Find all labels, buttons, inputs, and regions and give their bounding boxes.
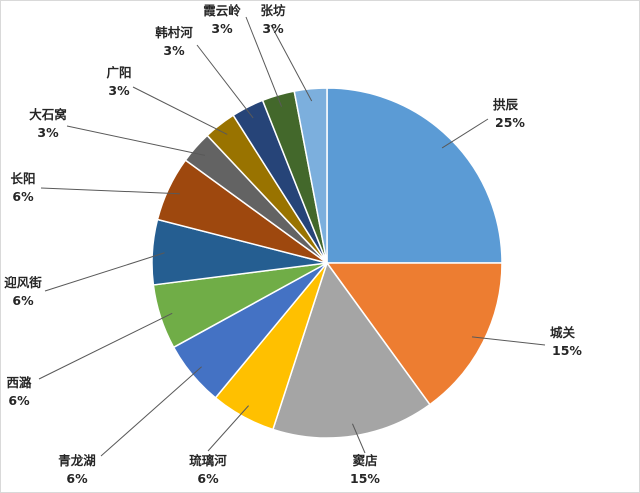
slice-label-percent: 3% (108, 83, 130, 98)
leader-line-2 (471, 336, 546, 346)
slice-label-percent: 6% (12, 189, 34, 204)
slice-label-name: 大石窝 (29, 107, 67, 122)
slice-label-percent: 15% (350, 471, 380, 486)
slice-label-name: 张坊 (260, 3, 286, 18)
slice-label-name: 霞云岭 (203, 3, 241, 18)
leader-line-9 (66, 125, 206, 156)
pie-slice-1 (326, 87, 503, 264)
slice-label-percent: 3% (262, 21, 284, 36)
slice-label-name: 窦店 (352, 453, 378, 468)
leader-line-4 (207, 405, 249, 452)
slice-label-name: 长阳 (10, 171, 35, 186)
slice-label-percent: 6% (66, 471, 88, 486)
slice-label-name: 琉璃河 (189, 453, 227, 468)
leader-line-3 (352, 423, 366, 454)
slice-label-percent: 3% (163, 43, 185, 58)
leader-line-10 (132, 86, 228, 135)
leader-line-12 (245, 16, 283, 107)
pie-slices (151, 87, 503, 439)
slice-label-name: 拱辰 (493, 97, 519, 112)
slice-label-percent: 6% (8, 393, 30, 408)
leader-line-7 (44, 252, 165, 292)
slice-label-name: 青龙湖 (58, 453, 96, 468)
pie-slice-13 (293, 87, 328, 264)
slice-label-percent: 15% (552, 343, 582, 358)
leader-lines (38, 16, 546, 457)
pie-slice-2 (325, 262, 503, 406)
slice-label-name: 韩村河 (155, 25, 193, 40)
slice-label-name: 城关 (550, 325, 576, 340)
slice-label-percent: 6% (197, 471, 219, 486)
leader-line-6 (38, 312, 173, 380)
slice-label-percent: 3% (211, 21, 233, 36)
slice-label-percent: 6% (12, 293, 34, 308)
pie-slice-3 (271, 261, 431, 439)
slice-labels: 拱辰 25% 城关 15% 窦店 15% 琉璃河 6% 青龙湖 6% 西潞 6% 迎风街 6% 长阳 6% 大石… (4, 3, 582, 486)
slice-label-name: 广阳 (106, 65, 131, 80)
leader-line-11 (196, 44, 254, 119)
slice-label-percent: 25% (495, 115, 525, 130)
leader-line-5 (100, 366, 202, 457)
slice-label-name: 迎风街 (4, 275, 42, 290)
leader-line-8 (40, 187, 180, 195)
slice-label-percent: 3% (37, 125, 59, 140)
leader-line-13 (270, 24, 313, 102)
leader-line-1 (441, 118, 489, 149)
slice-label-name: 西潞 (6, 375, 32, 390)
